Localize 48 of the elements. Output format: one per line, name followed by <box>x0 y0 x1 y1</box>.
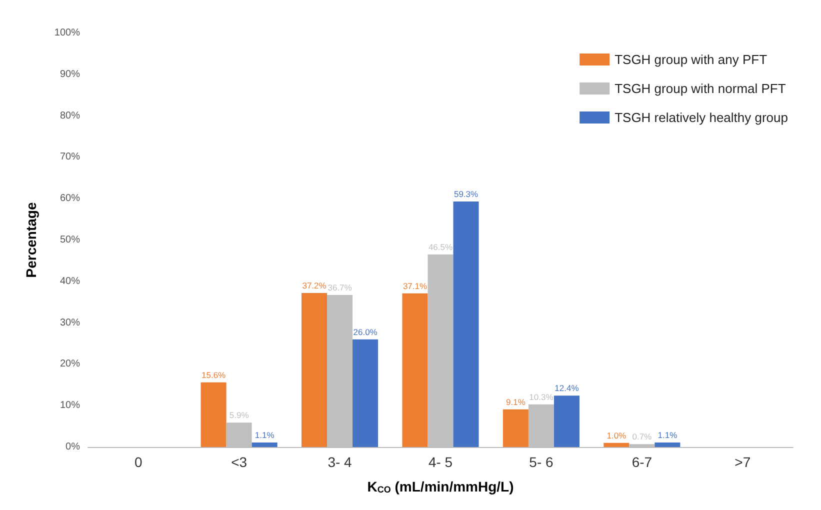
y-tick-label: 20% <box>60 358 80 370</box>
y-tick-label: 50% <box>60 234 80 246</box>
y-tick-label: 100% <box>54 28 80 38</box>
bar <box>352 339 378 447</box>
data-label: 36.7% <box>328 282 352 293</box>
x-tick-label: 6-7 <box>632 454 652 470</box>
x-tick-label: 0 <box>134 454 142 470</box>
bar <box>604 442 630 447</box>
data-label: 9.1% <box>506 396 526 407</box>
x-tick-label: <3 <box>231 454 248 470</box>
bar <box>654 442 680 447</box>
data-label: 10.3% <box>529 392 554 402</box>
x-tick-label: 4- 5 <box>428 454 453 470</box>
bar <box>453 202 479 447</box>
data-label: 1.1% <box>254 430 275 440</box>
data-label: 46.5% <box>428 242 453 252</box>
data-label: 15.6% <box>202 370 226 380</box>
y-tick-label: 30% <box>60 317 80 328</box>
y-tick-label: 10% <box>60 400 80 412</box>
y-tick-label: 60% <box>60 193 80 204</box>
bar <box>302 292 328 447</box>
data-label: 37.1% <box>402 280 428 291</box>
y-tick-label: 0% <box>66 442 80 452</box>
legend-label: TSGH group with any PFT <box>614 52 768 67</box>
bar <box>554 396 580 447</box>
x-tick-label: 3- 4 <box>328 454 352 470</box>
x-tick-label: >7 <box>734 454 751 470</box>
data-label: 37.2% <box>302 280 327 290</box>
y-axis-title: Percentage <box>23 202 39 278</box>
y-tick-label: 70% <box>60 152 80 163</box>
bar <box>252 442 278 447</box>
data-label: 59.3% <box>454 189 479 199</box>
x-axis-title: KCO (mL/min/mmHg/L) <box>367 478 514 494</box>
y-tick-label: 80% <box>60 110 80 122</box>
legend-label: TSGH relatively healthy group <box>614 110 788 125</box>
y-tick-label: 90% <box>60 68 80 80</box>
y-tick-label: 40% <box>60 276 80 287</box>
bar <box>502 409 528 447</box>
data-label: 1.1% <box>658 430 678 440</box>
legend-label: TSGH group with normal PFT <box>614 81 786 96</box>
data-label: 1.0% <box>606 430 627 440</box>
data-label: 12.4% <box>554 383 580 394</box>
data-label: 5.9% <box>229 410 250 420</box>
data-label: 0.7% <box>632 432 652 442</box>
data-label: 26.0% <box>353 326 378 337</box>
x-tick-label: 5- 6 <box>529 454 554 470</box>
bar <box>402 293 428 447</box>
bar <box>200 382 226 447</box>
